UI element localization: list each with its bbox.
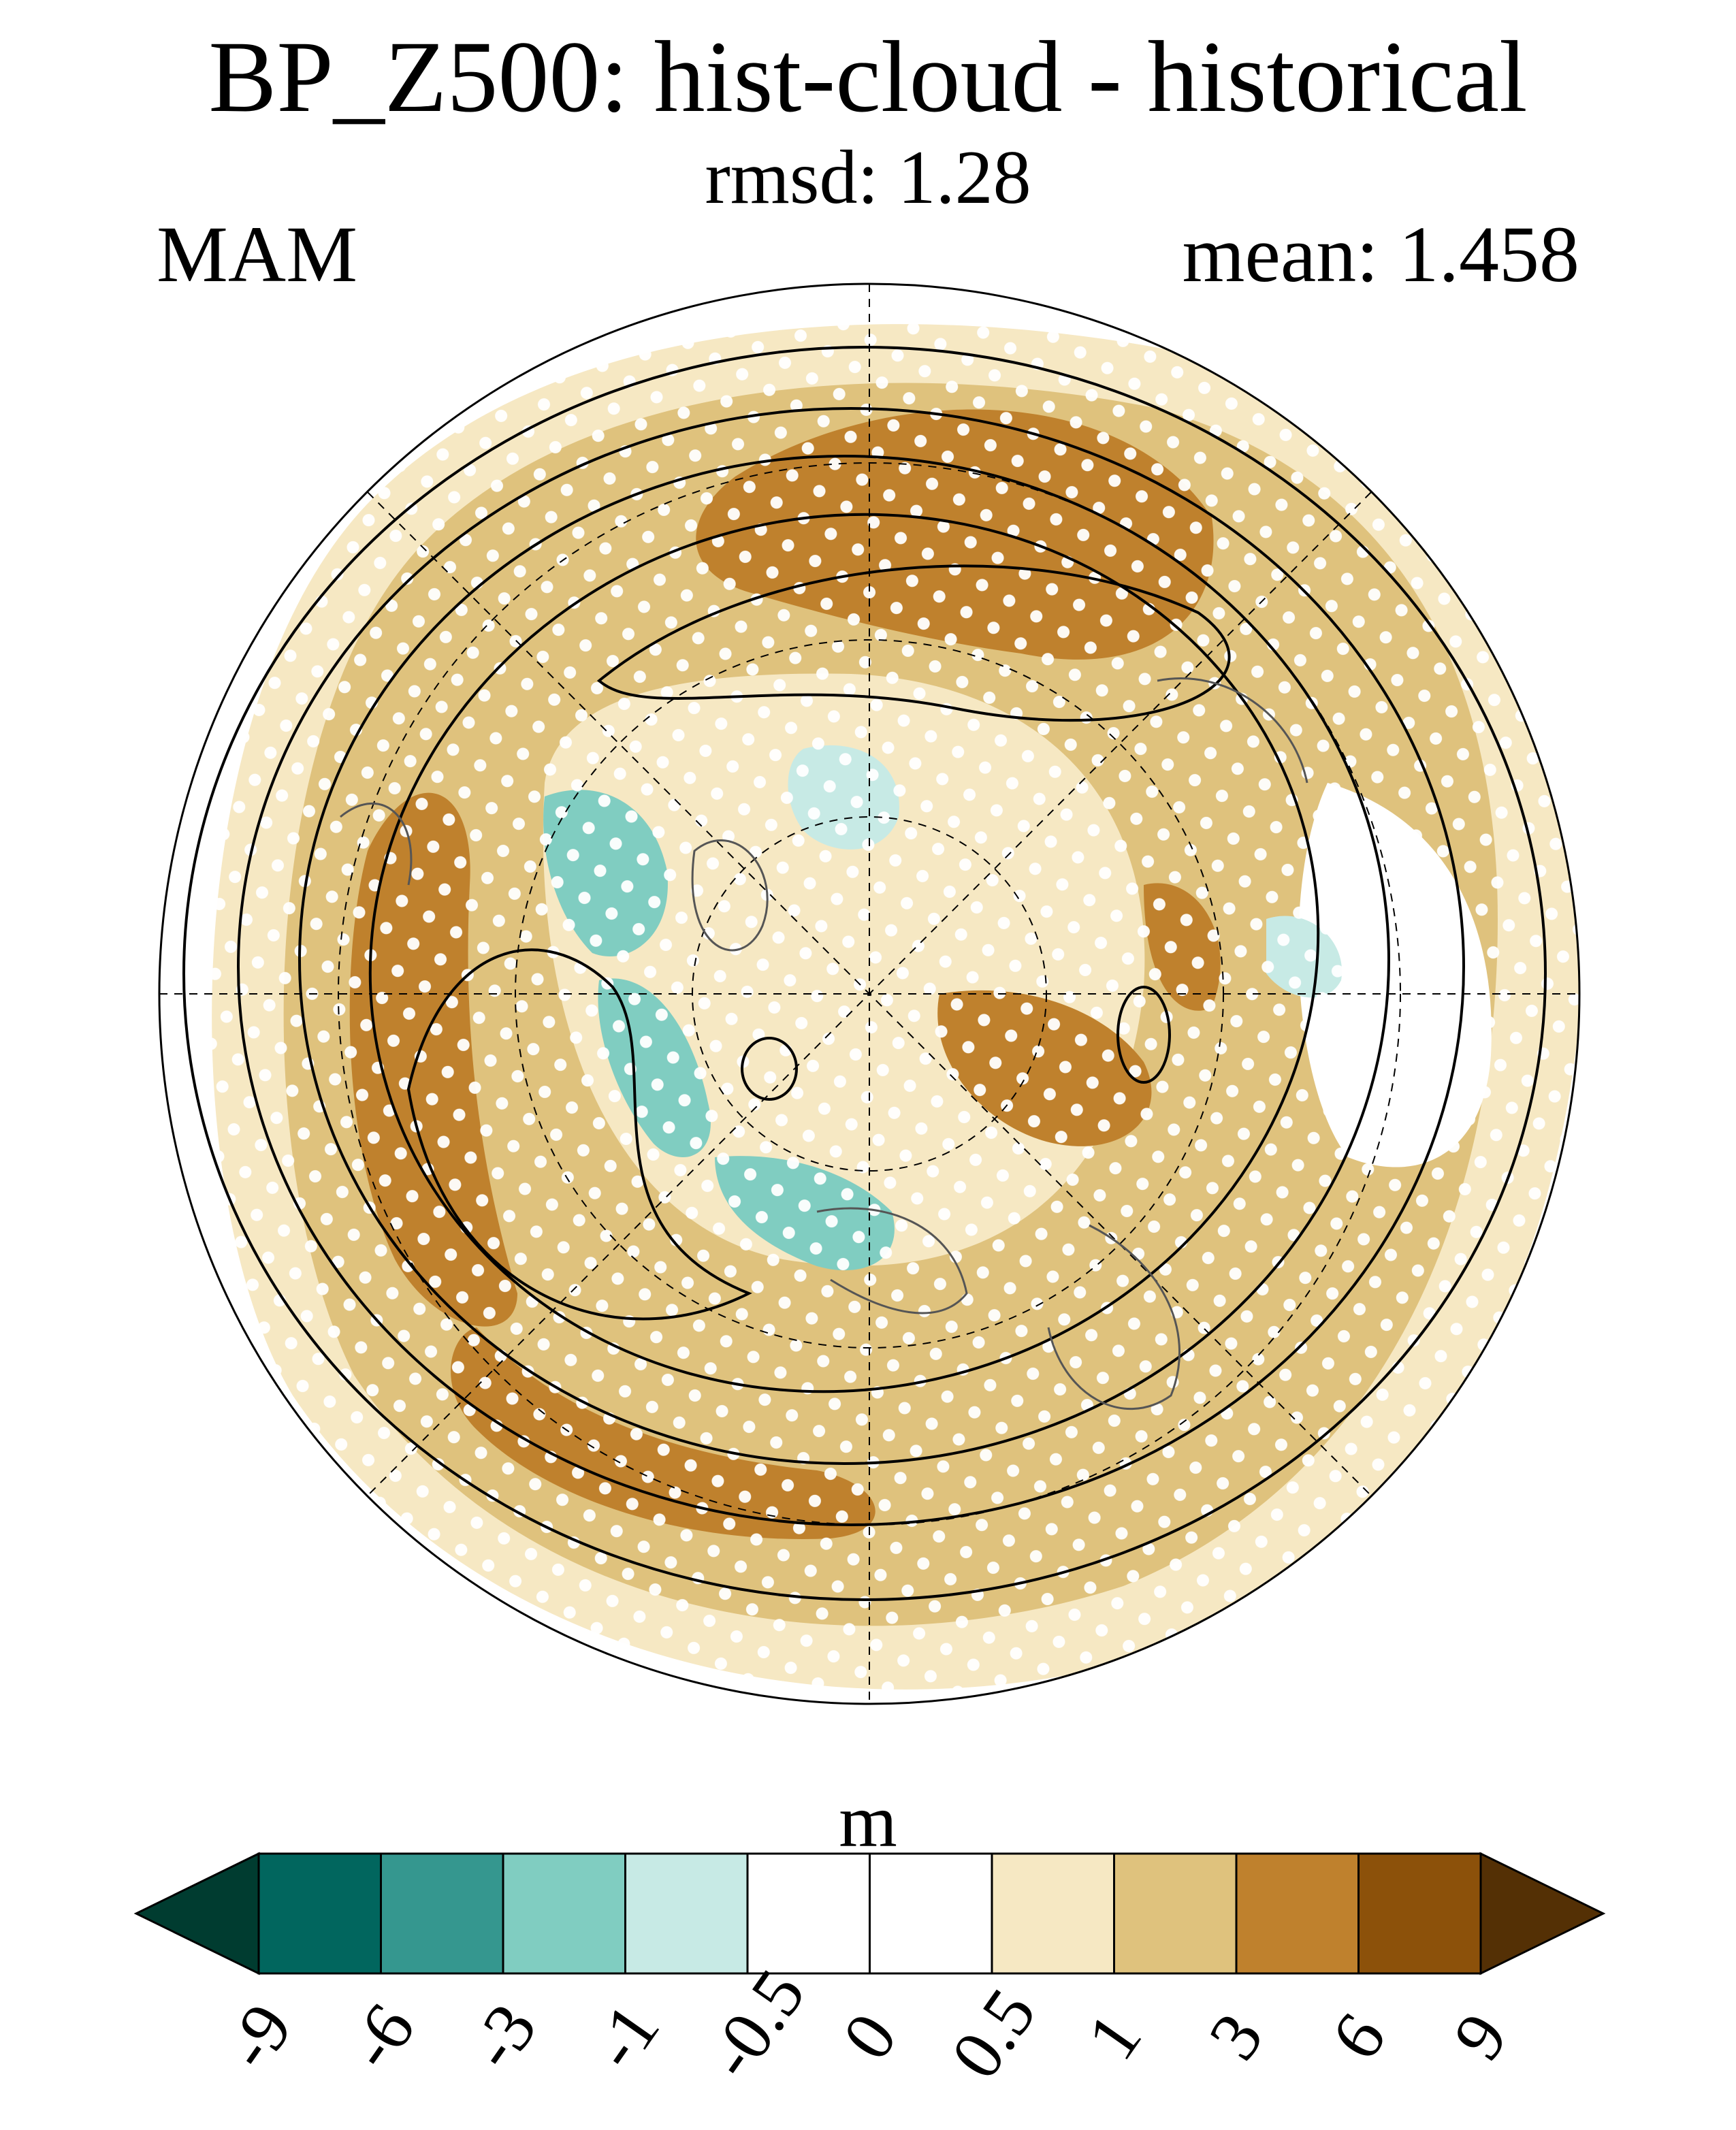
colorbar-box [380, 1852, 504, 1975]
mean-value: 1.458 [1398, 210, 1580, 299]
colorbar-box [624, 1852, 749, 1975]
season-label: MAM [157, 210, 358, 299]
rmsd-value: 1.28 [897, 135, 1031, 220]
colorbar-box [1235, 1852, 1360, 1975]
chart-subtitle: rmsd: 1.28 [0, 140, 1736, 216]
colorbar-box [502, 1852, 626, 1975]
coastlines [340, 677, 1308, 1410]
colorbar-boxes [133, 1852, 1606, 1975]
mean-annotation: mean: 1.458 [1183, 214, 1579, 295]
colorbar-box [257, 1852, 382, 1975]
rmsd-label: rmsd: [705, 135, 879, 220]
colorbar-box [1113, 1852, 1238, 1975]
colorbar-box [1357, 1852, 1482, 1975]
climatology-contours [182, 346, 1547, 1601]
colorbar-unit-label: m [839, 1779, 897, 1862]
mean-label: mean: [1182, 210, 1379, 299]
colorbar-extend-low [133, 1852, 260, 1975]
colorbar-box [746, 1852, 871, 1975]
map-border [158, 283, 1581, 1705]
chart-title: BP_Z500: hist-cloud - historical [208, 20, 1528, 133]
colorbar-extend-high [1479, 1852, 1606, 1975]
map-disc [159, 284, 1579, 1704]
polar-map [158, 283, 1581, 1705]
latlon-grid [159, 284, 1579, 1704]
colorbar-box [869, 1852, 993, 1975]
colorbar-box [991, 1852, 1115, 1975]
